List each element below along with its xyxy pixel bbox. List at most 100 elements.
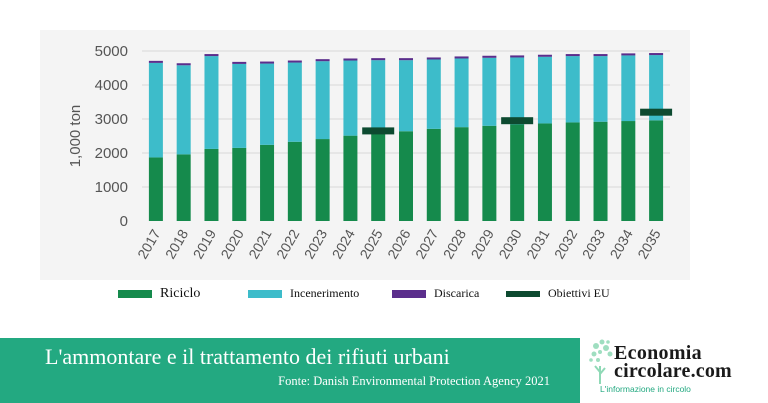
y-tick-label: 3000: [95, 111, 128, 128]
x-tick-label: 2025: [356, 226, 386, 261]
legend-item-incenerimento: Incenerimento: [248, 286, 359, 301]
x-tick-label: 2026: [384, 226, 414, 261]
x-tick-label: 2029: [468, 226, 498, 261]
y-tick-label: 5000: [95, 43, 128, 60]
legend-swatch-discarica: [392, 289, 426, 298]
x-tick-label: 2035: [634, 226, 664, 261]
bar-riciclo-2035: [649, 120, 664, 221]
x-tick-label: 2027: [412, 226, 442, 261]
bar-riciclo-2030: [510, 124, 525, 221]
legend-item-discarica: Discarica: [392, 286, 479, 301]
bar-incenerimento-2028: [454, 58, 469, 128]
logo-tagline: L'informazione in circolo: [600, 384, 691, 394]
bar-discarica-2019: [204, 54, 219, 57]
bar-riciclo-2024: [343, 135, 358, 221]
bar-discarica-2032: [565, 54, 580, 57]
legend-label-obiettivi-eu: Obiettivi EU: [548, 286, 610, 300]
bar-incenerimento-2029: [482, 57, 497, 126]
x-tick-label: 2033: [579, 226, 609, 261]
bar-incenerimento-2034: [621, 55, 636, 122]
bar-discarica-2030: [510, 55, 525, 58]
x-tick-label: 2034: [606, 226, 636, 261]
legend-label-discarica: Discarica: [434, 286, 480, 300]
bar-riciclo-2029: [482, 125, 497, 221]
legend-swatch-riciclo: [118, 290, 152, 298]
bar-discarica-2025: [371, 58, 386, 61]
bar-incenerimento-2035: [649, 55, 664, 121]
bar-riciclo-2032: [565, 122, 580, 221]
bar-riciclo-2026: [399, 131, 413, 221]
bar-discarica-2029: [482, 55, 497, 58]
bar-riciclo-2031: [537, 123, 552, 221]
economia-circolare-logo[interactable]: Economia circolare.com L'informazione in…: [586, 336, 766, 402]
y-tick-label: 0: [120, 213, 128, 230]
tree-icon: [589, 339, 613, 384]
legend-swatch-obiettivi-eu: [506, 290, 540, 297]
bar-discarica-2034: [621, 53, 636, 56]
footer-source: Fonte: Danish Environmental Protection A…: [278, 374, 550, 388]
bar-incenerimento-2033: [593, 56, 608, 122]
bar-riciclo-2018: [176, 154, 191, 221]
bar-discarica-2031: [537, 54, 552, 57]
footer-banner: [0, 338, 580, 403]
legend-label-riciclo: Riciclo: [160, 286, 201, 301]
y-tick-label: 2000: [95, 145, 128, 162]
logo-text-economia: Economia: [614, 342, 702, 364]
bar-riciclo-2027: [426, 128, 441, 221]
x-tick-label: 2021: [245, 226, 275, 261]
bar-discarica-2033: [593, 54, 608, 57]
target-marker-2030: [501, 117, 534, 125]
bar-riciclo-2023: [315, 139, 330, 221]
bar-incenerimento-2023: [315, 61, 330, 140]
bar-riciclo-2033: [593, 121, 608, 221]
target-marker-2035: [640, 108, 673, 116]
legend-item-obiettivi-eu: Obiettivi EU: [506, 286, 610, 301]
x-tick-label: 2022: [273, 226, 303, 261]
x-tick-label: 2023: [301, 226, 331, 261]
x-tick-label: 2018: [162, 226, 192, 261]
x-tick-label: 2028: [440, 226, 470, 261]
chart-area: 0 1000 2000 3000 4000 5000 1,000 ton 2017 2018 20…: [40, 30, 690, 280]
x-tick-label: 2031: [523, 226, 553, 261]
bar-incenerimento-2021: [260, 63, 275, 145]
bar-discarica-2035: [649, 53, 664, 56]
bar-riciclo-2020: [232, 147, 247, 221]
bar-incenerimento-2020: [232, 63, 247, 148]
bar-incenerimento-2032: [565, 56, 580, 123]
x-tick-label: 2019: [190, 226, 220, 261]
bar-discarica-2027: [426, 57, 441, 60]
bar-riciclo-2022: [287, 141, 302, 221]
bar-incenerimento-2025: [371, 60, 386, 134]
bar-incenerimento-2017: [148, 62, 163, 158]
x-tick-label: 2020: [217, 226, 247, 261]
bar-discarica-2021: [260, 61, 275, 64]
x-tick-label: 2017: [134, 226, 164, 261]
logo-text-circolare: circolare.com: [614, 360, 732, 382]
legend-item-riciclo: Riciclo: [118, 286, 200, 302]
bar-discarica-2026: [399, 58, 413, 61]
bar-incenerimento-2026: [399, 60, 413, 132]
bar-discarica-2018: [176, 63, 191, 66]
bar-incenerimento-2030: [510, 57, 525, 125]
bar-riciclo-2021: [260, 144, 275, 221]
x-tick-label: 2024: [329, 226, 359, 261]
bar-riciclo-2019: [204, 148, 219, 221]
y-axis-label: 1,000 ton: [67, 105, 84, 168]
legend-label-incenerimento: Incenerimento: [290, 286, 360, 300]
bar-incenerimento-2024: [343, 60, 358, 136]
bar-incenerimento-2027: [426, 59, 441, 129]
bar-discarica-2023: [315, 59, 330, 62]
bar-discarica-2022: [287, 60, 302, 63]
bar-riciclo-2017: [148, 157, 163, 221]
bar-incenerimento-2018: [176, 65, 191, 155]
bar-incenerimento-2019: [204, 56, 219, 149]
y-tick-label: 1000: [95, 179, 128, 196]
bar-riciclo-2025: [371, 133, 386, 221]
bar-incenerimento-2031: [537, 56, 552, 124]
bar-riciclo-2028: [454, 127, 469, 221]
x-tick-label: 2030: [495, 226, 525, 261]
x-tick-label: 2032: [551, 226, 581, 261]
legend-swatch-incenerimento: [248, 289, 282, 298]
bar-discarica-2024: [343, 58, 358, 61]
